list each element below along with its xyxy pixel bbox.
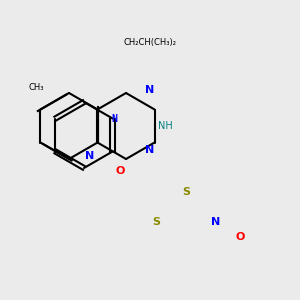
Text: O: O	[235, 232, 245, 242]
Text: CH₂CH(CH₃)₂: CH₂CH(CH₃)₂	[124, 38, 176, 47]
Text: N: N	[85, 151, 94, 161]
Text: N: N	[146, 145, 154, 155]
Text: S: S	[182, 187, 190, 197]
Text: CH₃: CH₃	[28, 83, 44, 92]
Text: S: S	[152, 217, 160, 227]
Text: N: N	[146, 85, 154, 95]
Text: O: O	[115, 166, 125, 176]
Text: N: N	[111, 113, 117, 124]
Text: NH: NH	[158, 121, 172, 131]
Text: N: N	[212, 217, 220, 227]
